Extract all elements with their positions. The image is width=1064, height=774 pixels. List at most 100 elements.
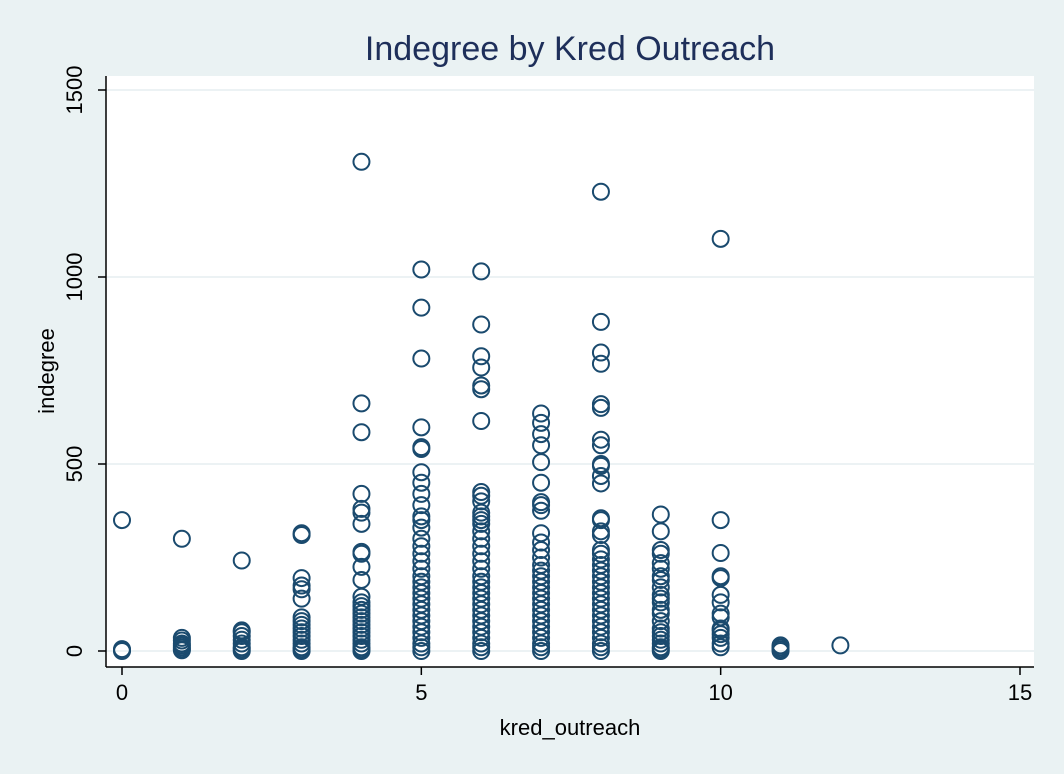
data-point	[352, 642, 371, 660]
gridlines	[106, 89, 1034, 652]
data-point	[232, 551, 251, 570]
data-point	[651, 604, 670, 623]
data-point	[412, 544, 431, 563]
data-point	[591, 526, 610, 545]
data-point	[591, 628, 610, 647]
data-point	[472, 559, 491, 578]
data-point	[711, 628, 730, 647]
data-point	[352, 544, 371, 563]
data-point	[711, 544, 730, 563]
data-point	[472, 628, 491, 647]
data-points	[113, 152, 850, 660]
data-point	[352, 514, 371, 533]
data-point	[472, 514, 491, 533]
data-point	[292, 589, 311, 608]
x-axis-ticks: 0 5 10 15	[116, 667, 1032, 705]
data-point	[172, 529, 191, 548]
data-point	[412, 463, 431, 482]
data-point	[412, 511, 431, 530]
data-point	[412, 518, 431, 537]
data-point	[472, 492, 491, 511]
data-point	[711, 511, 730, 530]
data-point	[532, 541, 551, 560]
data-point	[591, 430, 610, 449]
data-point	[472, 642, 491, 660]
data-point	[651, 612, 670, 631]
data-point	[412, 260, 431, 279]
data-point	[472, 522, 491, 541]
data-point	[591, 642, 610, 660]
data-point	[412, 496, 431, 515]
data-point	[232, 642, 251, 660]
data-point	[591, 466, 610, 485]
x-axis-title: kred_outreach	[500, 715, 641, 740]
y-tick-label: 0	[62, 645, 87, 657]
data-point	[591, 343, 610, 362]
data-point	[472, 529, 491, 548]
data-point	[472, 552, 491, 571]
data-point	[292, 642, 311, 660]
y-axis-title: indegree	[34, 328, 59, 414]
data-point	[711, 229, 730, 248]
data-point	[591, 474, 610, 493]
data-point	[831, 636, 850, 655]
data-point	[472, 380, 491, 399]
data-point	[591, 182, 610, 201]
data-point	[412, 418, 431, 437]
data-point	[412, 552, 431, 571]
data-point	[532, 548, 551, 567]
data-point	[412, 484, 431, 503]
data-point	[532, 413, 551, 432]
data-point	[292, 526, 311, 545]
data-point	[292, 580, 311, 599]
data-point	[532, 628, 551, 647]
data-point	[472, 358, 491, 377]
y-tick-label: 1000	[62, 253, 87, 302]
data-point	[412, 349, 431, 368]
data-point	[711, 593, 730, 612]
data-point	[532, 642, 551, 660]
data-point	[651, 522, 670, 541]
data-point	[591, 398, 610, 417]
data-point	[352, 557, 371, 576]
data-point	[532, 496, 551, 515]
data-point	[532, 453, 551, 472]
data-point	[651, 544, 670, 563]
data-point	[412, 298, 431, 317]
data-point	[172, 641, 191, 660]
data-point	[651, 642, 670, 660]
data-point	[591, 511, 610, 530]
plot-area	[106, 76, 1034, 667]
y-tick-label: 1500	[62, 66, 87, 115]
x-tick-label: 15	[1008, 680, 1032, 705]
x-tick-label: 0	[116, 680, 128, 705]
data-point	[352, 503, 371, 522]
data-point	[532, 425, 551, 444]
data-point	[591, 623, 610, 642]
data-point	[412, 473, 431, 492]
data-point	[412, 537, 431, 556]
y-tick-label: 500	[62, 446, 87, 483]
data-point	[651, 570, 670, 589]
data-point	[412, 529, 431, 548]
data-point	[651, 593, 670, 612]
data-point	[591, 312, 610, 331]
data-point	[472, 623, 491, 642]
data-point	[651, 559, 670, 578]
data-point	[532, 404, 551, 423]
data-point	[412, 559, 431, 578]
data-point	[591, 436, 610, 455]
data-point	[412, 642, 431, 660]
x-tick-label: 10	[708, 680, 732, 705]
data-point	[532, 623, 551, 642]
data-point	[591, 354, 610, 373]
data-point	[113, 511, 131, 530]
data-point	[771, 642, 790, 660]
data-point	[651, 578, 670, 597]
data-point	[472, 411, 491, 430]
data-point	[352, 394, 371, 413]
x-tick-label: 5	[415, 680, 427, 705]
data-point	[532, 533, 551, 552]
data-point	[292, 569, 311, 588]
